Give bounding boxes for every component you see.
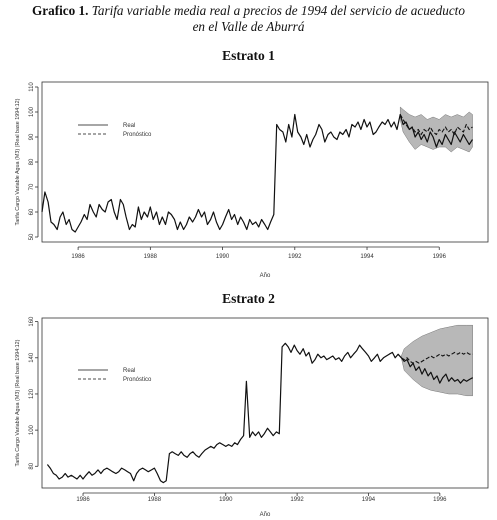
plot-frame bbox=[41, 317, 489, 489]
x-tick-label: 1994 bbox=[360, 254, 374, 260]
x-axis-label: Año bbox=[260, 512, 271, 518]
chart-1-title: Estrato 1 bbox=[222, 48, 275, 63]
series-line-pronostico bbox=[401, 351, 473, 364]
legend-label: Pronóstico bbox=[123, 377, 152, 383]
y-tick-label: 140 bbox=[29, 352, 35, 363]
forecast-interval-band bbox=[401, 324, 473, 397]
plot-frame bbox=[41, 81, 489, 243]
chart-2-title: Estrato 2 bbox=[222, 291, 275, 306]
forecast-interval-band bbox=[399, 106, 473, 153]
series-line-real bbox=[46, 342, 473, 484]
chart-estrato-1: 50 60 70 80 90 100 110 1986 1988 1990 1992 1994 1996… bbox=[15, 81, 489, 279]
y-axis-label: Tarifa Cargo Variable Agua (M3) (Real ba… bbox=[15, 98, 21, 225]
chart-estrato-2: 80 100 120 140 160 1986 1988 1990 1992 1994 1996 Añ… bbox=[15, 316, 489, 518]
y-tick-label: 80 bbox=[29, 158, 35, 165]
y-tick-label: 70 bbox=[29, 183, 35, 190]
y-tick-label: 90 bbox=[29, 133, 35, 140]
y-tick-label: 100 bbox=[29, 106, 35, 117]
figure-title-line-2: en el Valle de Aburrá bbox=[192, 19, 305, 34]
x-tick-label: 1986 bbox=[76, 497, 90, 503]
x-tick-label: 1994 bbox=[362, 497, 376, 503]
figure-label: Grafico 1. bbox=[32, 3, 89, 18]
series-line-pronostico bbox=[399, 114, 473, 136]
x-tick-label: 1990 bbox=[219, 497, 233, 503]
x-tick-label: 1986 bbox=[71, 254, 85, 260]
figure-title: Grafico 1. Tarifa variable media real a … bbox=[0, 3, 497, 35]
x-tick-label: 1990 bbox=[216, 254, 230, 260]
y-tick-label: 80 bbox=[29, 462, 35, 469]
y-tick-label: 60 bbox=[29, 208, 35, 215]
y-tick-label: 160 bbox=[29, 316, 35, 327]
x-axis-label: Año bbox=[260, 273, 271, 279]
x-tick-label: 1992 bbox=[288, 254, 302, 260]
legend-label: Real bbox=[123, 123, 135, 129]
legend-label: Real bbox=[123, 368, 135, 374]
y-tick-label: 100 bbox=[29, 424, 35, 435]
x-tick-label: 1988 bbox=[144, 254, 158, 260]
x-tick-label: 1992 bbox=[290, 497, 304, 503]
figure-title-line-1: Grafico 1. Tarifa variable media real a … bbox=[0, 3, 497, 19]
x-tick-label: 1988 bbox=[148, 497, 162, 503]
y-tick-label: 120 bbox=[29, 388, 35, 399]
y-axis-label: Tarifa Cargo Variable Agua (M3) (Real ba… bbox=[15, 339, 21, 466]
x-tick-label: 1996 bbox=[433, 497, 447, 503]
legend-label: Pronóstico bbox=[123, 132, 152, 138]
x-tick-label: 1996 bbox=[433, 254, 447, 260]
figure-title-text: Tarifa variable media real a precios de … bbox=[91, 3, 465, 18]
y-tick-label: 110 bbox=[29, 82, 35, 92]
y-tick-label: 50 bbox=[29, 233, 35, 240]
